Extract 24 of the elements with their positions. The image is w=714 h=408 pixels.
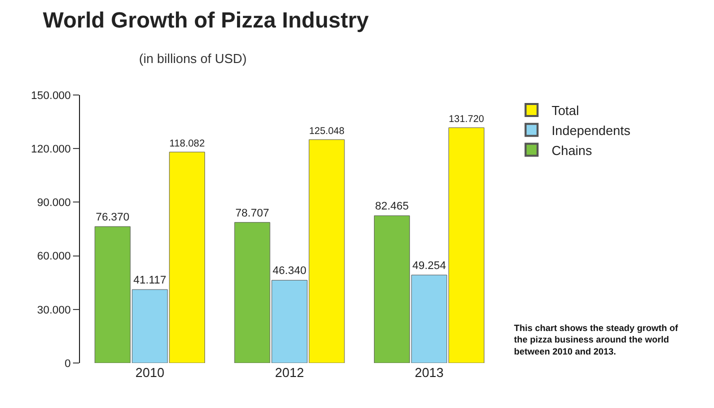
y-tick-label: 60.000	[37, 250, 71, 263]
data-label: 78.707	[235, 207, 270, 220]
data-label: 125.048	[309, 126, 344, 137]
x-tick-label: 2013	[414, 365, 444, 380]
legend-label: Independents	[552, 122, 631, 138]
text: This chart shows the steady growth of the pizza business around the world between 2010 and 2013.	[514, 323, 680, 356]
y-tick-label: 30.000	[37, 304, 71, 316]
legend-label: Total	[552, 103, 580, 118]
data-label: 46.340	[272, 265, 306, 278]
chart-subtitle: (in billions of USD)	[139, 51, 247, 66]
x-tick-label: 2010	[135, 365, 164, 380]
data-label: 76.370	[96, 212, 130, 224]
y-tick-label: 90.000	[37, 197, 71, 210]
chart-title: World Growth of Pizza Industry	[42, 8, 370, 33]
y-tick-label: 150.000	[31, 90, 71, 102]
data-label: 41.117	[133, 274, 166, 287]
data-label: 131.720	[448, 114, 485, 125]
x-tick-label: 2012	[275, 365, 304, 380]
y-tick-label: 120.000	[31, 143, 71, 156]
data-label: 118.082	[169, 138, 206, 150]
legend-label: Chains	[552, 142, 593, 158]
y-tick-label: 0	[64, 358, 71, 370]
data-label: 49.254	[412, 260, 446, 272]
data-label: 82.465	[375, 200, 409, 213]
